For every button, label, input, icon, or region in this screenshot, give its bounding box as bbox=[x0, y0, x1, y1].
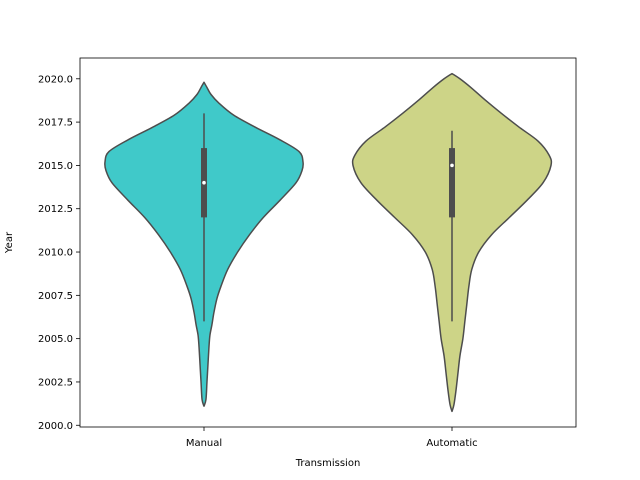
violins bbox=[104, 72, 553, 413]
violin-manual bbox=[104, 81, 304, 407]
y-tick-label: 2010.0 bbox=[38, 248, 73, 259]
y-tick-label: 2005.0 bbox=[38, 334, 73, 345]
violin-iqr-box bbox=[449, 148, 455, 218]
x-axis-title: Transmission bbox=[295, 458, 361, 469]
y-tick-label: 2000.0 bbox=[38, 421, 73, 432]
y-axis: 2000.0 2002.5 2005.0 2007.5 2010.0 2012.5 2015… bbox=[38, 74, 80, 432]
violin-median-point bbox=[202, 180, 206, 185]
y-axis-title: Year bbox=[4, 231, 15, 254]
x-axis: Manual Automatic bbox=[186, 427, 478, 449]
violin-automatic bbox=[351, 72, 553, 413]
y-tick-label: 2017.5 bbox=[38, 118, 73, 129]
y-tick-label: 2012.5 bbox=[38, 204, 73, 215]
y-tick-label: 2020.0 bbox=[38, 74, 73, 85]
y-tick-label: 2002.5 bbox=[38, 377, 73, 388]
x-tick-label: Manual bbox=[186, 438, 222, 449]
y-tick-label: 2007.5 bbox=[38, 291, 73, 302]
violin-median-point bbox=[450, 163, 454, 168]
plot-area-frame bbox=[79, 57, 577, 428]
x-tick-label: Automatic bbox=[426, 438, 477, 449]
y-tick-label: 2015.0 bbox=[38, 161, 73, 172]
